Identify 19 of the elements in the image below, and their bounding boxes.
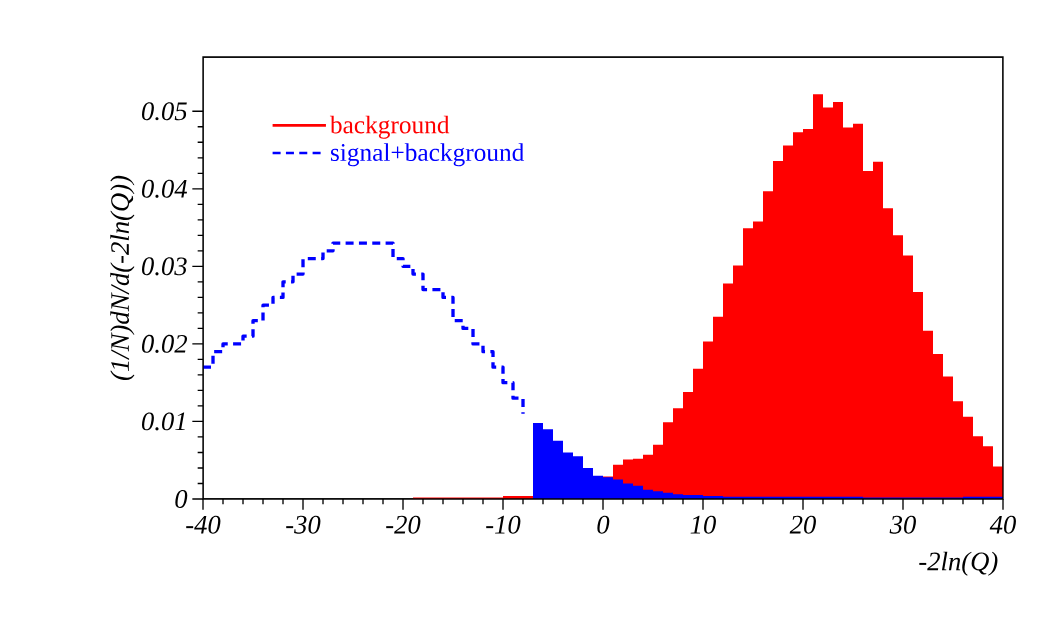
y-tick-label: 0.04 [141,179,188,198]
y-axis-title: (1/N)dN/d(-2ln(Q)) [110,175,135,380]
y-tick-label: 0 [175,489,188,508]
legend-label: signal+background [330,143,525,167]
y-tick-label: 0.05 [141,102,187,121]
x-tick-label: 10 [690,515,716,534]
y-tick-label: 0.02 [141,334,188,353]
legend-label: background [329,115,450,139]
y-tick-label: 0.03 [141,257,187,276]
x-tick-label: -40 [186,515,221,534]
x-tick-label: -10 [486,515,521,534]
x-axis-title: -2ln(Q) [919,551,998,576]
x-tick-label: -30 [286,515,321,534]
y-tick-label: 0.01 [141,412,185,431]
x-tick-label: 20 [789,515,816,534]
x-tick-label: 0 [597,515,610,534]
x-tick-label: -20 [386,515,421,534]
x-tick-label: 30 [889,515,916,534]
x-tick-label: 40 [989,515,1016,534]
